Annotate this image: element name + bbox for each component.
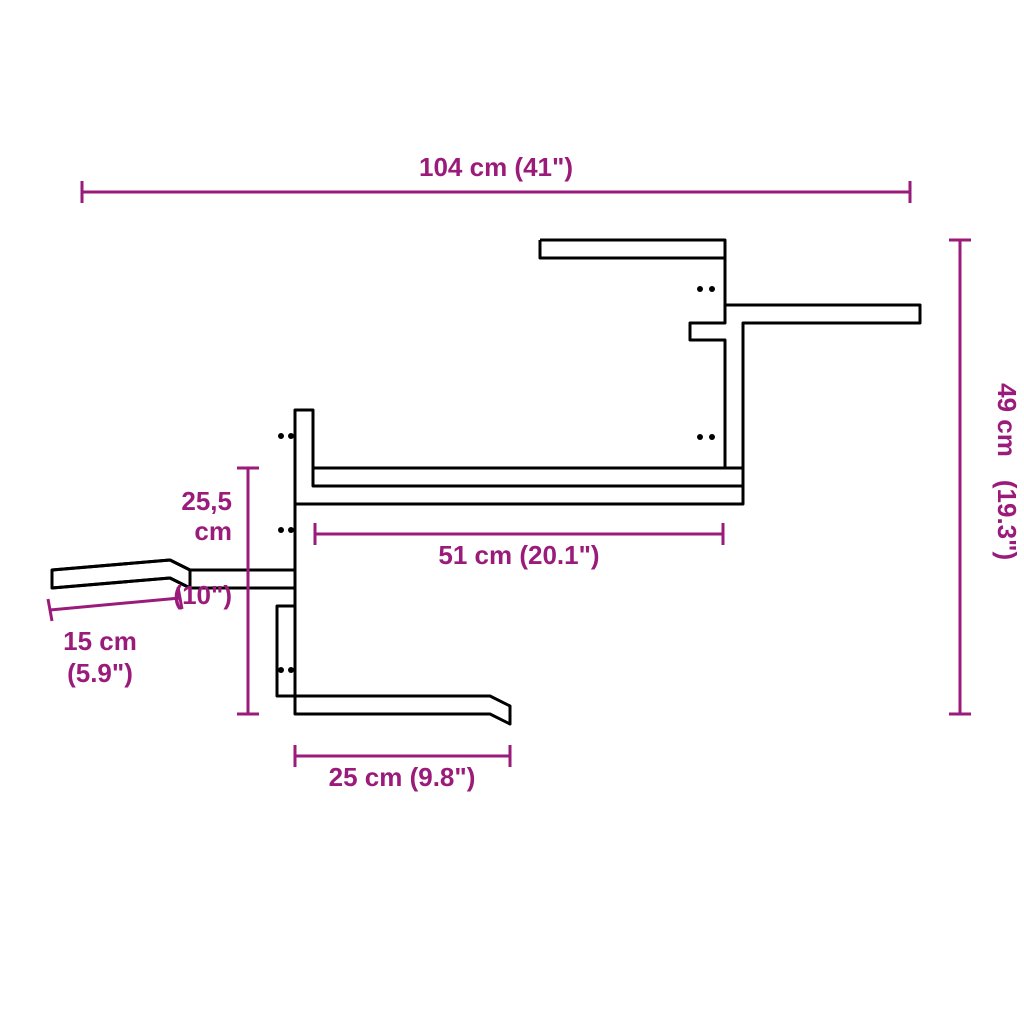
svg-text:49 cm: 49 cm bbox=[992, 383, 1022, 457]
svg-text:25 cm (9.8"): 25 cm (9.8") bbox=[329, 762, 476, 792]
svg-text:51 cm (20.1"): 51 cm (20.1") bbox=[438, 540, 599, 570]
svg-text:(19.3"): (19.3") bbox=[992, 480, 1022, 560]
svg-text:104 cm (41"): 104 cm (41") bbox=[419, 152, 573, 182]
svg-text:25,5: 25,5 bbox=[181, 486, 232, 516]
svg-text:cm: cm bbox=[194, 516, 232, 546]
svg-text:15 cm: 15 cm bbox=[63, 626, 137, 656]
svg-text:(5.9"): (5.9") bbox=[67, 658, 133, 688]
